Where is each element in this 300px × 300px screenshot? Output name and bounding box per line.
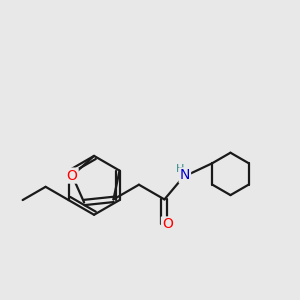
Text: H: H — [176, 164, 184, 174]
Text: N: N — [180, 168, 190, 182]
Text: O: O — [67, 169, 78, 183]
Text: O: O — [162, 218, 173, 231]
